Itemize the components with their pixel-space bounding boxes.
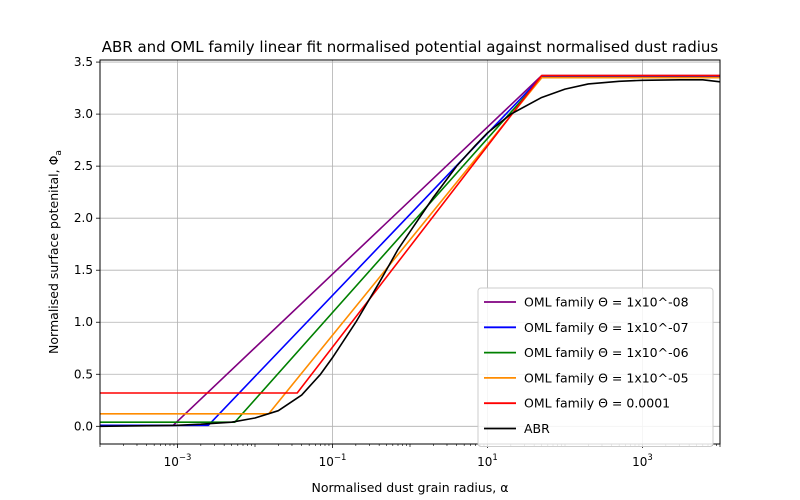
series-line-3 — [100, 76, 720, 415]
plot-series — [99, 74, 721, 428]
y-tick-label: 2.5 — [74, 159, 93, 173]
legend-label: ABR — [524, 421, 550, 436]
legend-label: OML family Θ = 0.0001 — [524, 396, 670, 411]
y-axis-label: Normalised surface potenital, Φa — [46, 150, 64, 354]
series-line-5 — [99, 78, 721, 428]
axis-ticks: 0.00.51.01.52.02.53.03.510−3 10−1 101 103 — [74, 55, 721, 469]
x-axis-label: Normalised dust grain radius, α — [312, 480, 509, 495]
legend: OML family Θ = 1x10^-08 OML family Θ = 1x… — [477, 287, 714, 447]
legend-box — [477, 287, 714, 447]
series-line-4 — [100, 74, 720, 394]
legend-label: OML family Θ = 1x10^-05 — [524, 370, 689, 385]
y-tick-label: 1.0 — [74, 315, 93, 329]
y-tick-label: 0.5 — [74, 367, 93, 381]
y-tick-label: 3.5 — [74, 55, 93, 69]
y-tick-label: 3.0 — [74, 107, 93, 121]
legend-label: OML family Θ = 1x10^-07 — [524, 320, 689, 335]
y-tick-label: 2.0 — [74, 211, 93, 225]
legend-label: OML family Θ = 1x10^-08 — [524, 295, 689, 310]
legend-label: OML family Θ = 1x10^-06 — [524, 345, 689, 360]
chart-title: ABR and OML family linear fit normalised… — [102, 38, 719, 56]
y-tick-label: 1.5 — [74, 263, 93, 277]
y-tick-label: 0.0 — [74, 419, 93, 433]
